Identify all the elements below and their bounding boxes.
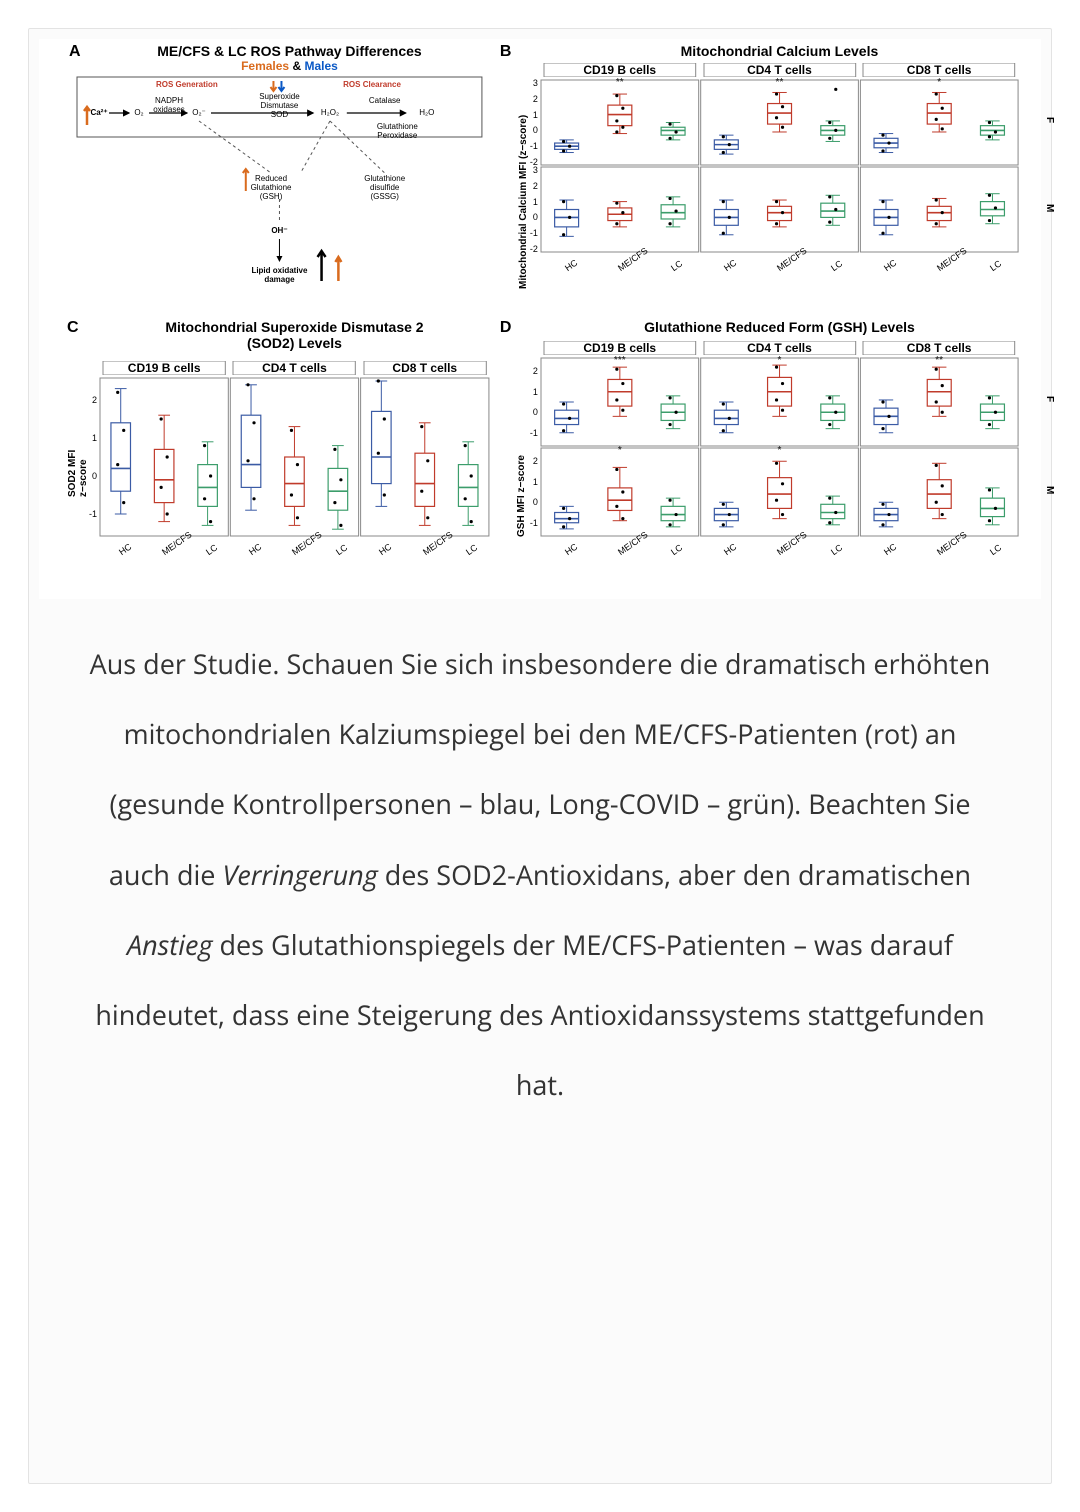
- significance-marker: *: [771, 355, 787, 366]
- svg-text:OH⁻: OH⁻: [271, 226, 287, 235]
- ytick: 0: [526, 212, 538, 222]
- significance-marker: **: [612, 77, 628, 88]
- ytick: 1: [526, 197, 538, 207]
- xtick: LC: [464, 542, 479, 557]
- ytick: -1: [526, 228, 538, 238]
- panel-label-c: C: [67, 319, 79, 337]
- svg-text:O₂: O₂: [134, 108, 143, 117]
- significance-marker: *: [771, 445, 787, 456]
- xtick: HC: [563, 258, 579, 274]
- ytick: 2: [85, 395, 97, 405]
- panel-d-title: Glutathione Reduced Form (GSH) Levels: [540, 319, 1019, 335]
- svg-text:O₂⁻: O₂⁻: [192, 108, 206, 117]
- panel-c-title: Mitochondrial Superoxide Dismutase 2 (SO…: [99, 319, 490, 351]
- svg-text:NADPHoxidases: NADPHoxidases: [153, 96, 185, 114]
- xtick: LC: [669, 258, 684, 273]
- ytick: 1: [526, 477, 538, 487]
- ytick: 2: [526, 366, 538, 376]
- svg-text:Lipid oxidativedamage: Lipid oxidativedamage: [251, 266, 308, 284]
- page: A ME/CFS & LC ROS Pathway DifferencesFema…: [0, 0, 1080, 1512]
- panel-label-a: A: [69, 43, 81, 61]
- svg-text:Catalase: Catalase: [369, 96, 401, 105]
- panel-b-title: Mitochondrial Calcium Levels: [540, 43, 1019, 59]
- xtick: LC: [988, 258, 1003, 273]
- ytick: 2: [526, 94, 538, 104]
- xtick: HC: [563, 542, 579, 558]
- xtick: LC: [669, 542, 684, 557]
- significance-marker: ***: [612, 355, 628, 366]
- ytick: 0: [85, 471, 97, 481]
- caption-text-3: des Glutathionspiegels der ME/CFS-Patien…: [95, 926, 984, 1103]
- significance-marker: **: [931, 355, 947, 366]
- svg-text:Ca²⁺: Ca²⁺: [90, 108, 107, 117]
- ytick: 1: [526, 110, 538, 120]
- significance-marker: *: [612, 445, 628, 456]
- significance-marker: **: [771, 77, 787, 88]
- svg-text:Glutathionedisulfide(GSSG): Glutathionedisulfide(GSSG): [364, 174, 405, 201]
- ytick: 1: [85, 433, 97, 443]
- ytick: -1: [526, 518, 538, 528]
- ytick: 3: [526, 165, 538, 175]
- xtick: LC: [204, 542, 219, 557]
- ytick: -2: [526, 244, 538, 254]
- ytick: -1: [526, 141, 538, 151]
- panel-label-d: D: [500, 319, 512, 337]
- xtick: HC: [117, 542, 133, 558]
- svg-text:ROS Clearance: ROS Clearance: [343, 80, 401, 89]
- xtick: HC: [722, 542, 738, 558]
- xtick: LC: [829, 258, 844, 273]
- ytick: -1: [526, 428, 538, 438]
- ytick: 1: [526, 387, 538, 397]
- sex-row-label: M: [1019, 204, 1055, 212]
- panel-a-subtitle: Females & Males: [89, 59, 490, 73]
- caption-text-2: des SOD2-Antioxidans, aber den dramatisc…: [378, 856, 971, 893]
- xtick: HC: [247, 542, 263, 558]
- panel-a-title: ME/CFS & LC ROS Pathway Differences: [89, 43, 490, 59]
- ytick: 2: [526, 456, 538, 466]
- sex-row-label: M: [1019, 486, 1055, 494]
- xtick: HC: [722, 258, 738, 274]
- svg-text:ReducedGlutathione(GSH): ReducedGlutathione(GSH): [251, 174, 292, 201]
- figure-caption: Aus der Studie. Schauen Sie sich insbeso…: [39, 599, 1041, 1463]
- xtick: LC: [988, 542, 1003, 557]
- significance-marker: *: [931, 77, 947, 88]
- svg-text:GlutathionePeroxidase: GlutathionePeroxidase: [377, 122, 418, 140]
- xtick: LC: [334, 542, 349, 557]
- panel-label-b: B: [500, 43, 512, 61]
- xtick: HC: [882, 258, 898, 274]
- xtick: HC: [377, 542, 393, 558]
- ytick: 3: [526, 78, 538, 88]
- caption-em-2: Anstieg: [127, 926, 213, 963]
- svg-text:ROS Generation: ROS Generation: [156, 80, 218, 89]
- caption-em-1: Verringerung: [222, 856, 377, 893]
- svg-text:H₂O: H₂O: [419, 108, 434, 117]
- ytick: 0: [526, 497, 538, 507]
- sex-row-label: F: [1019, 117, 1055, 123]
- ytick: 2: [526, 181, 538, 191]
- xtick: HC: [882, 542, 898, 558]
- svg-text:H₂O₂: H₂O₂: [321, 108, 339, 117]
- sex-row-label: F: [1019, 396, 1055, 402]
- scientific-figure: A ME/CFS & LC ROS Pathway DifferencesFema…: [39, 39, 1041, 599]
- ytick: -1: [85, 509, 97, 519]
- ytick: 0: [526, 407, 538, 417]
- svg-text:SuperoxideDismutaseSOD: SuperoxideDismutaseSOD: [259, 92, 300, 119]
- xtick: LC: [829, 542, 844, 557]
- figure-card: A ME/CFS & LC ROS Pathway DifferencesFema…: [28, 28, 1052, 1484]
- ytick: 0: [526, 125, 538, 135]
